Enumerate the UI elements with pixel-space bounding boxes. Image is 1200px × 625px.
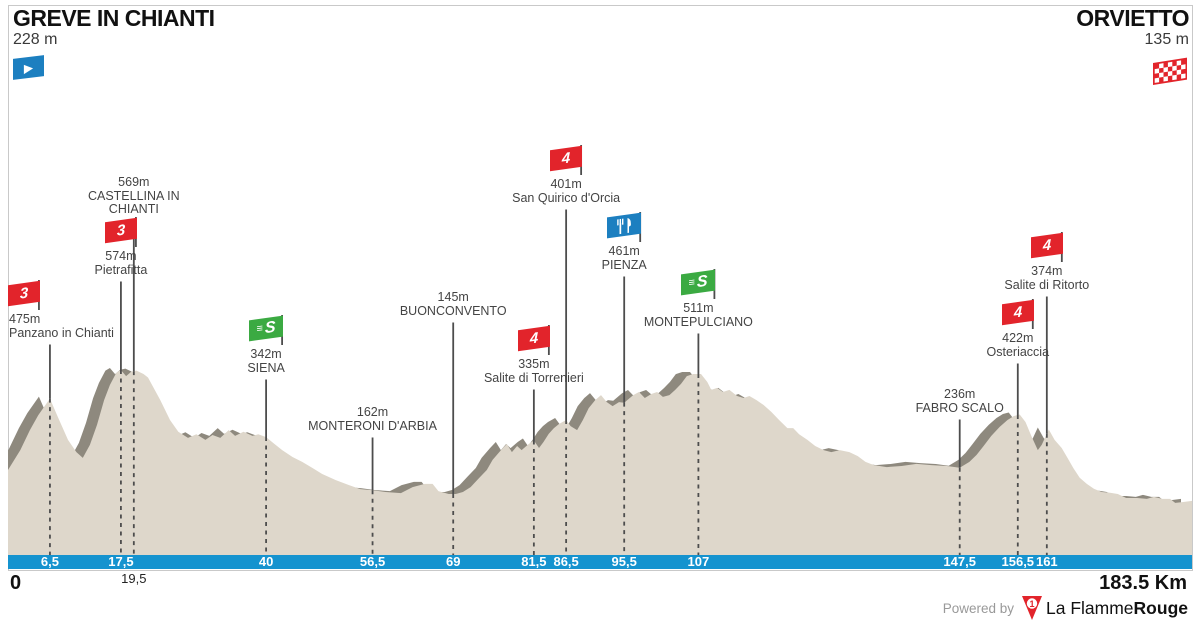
cat3-climb-flag-icon: 3 xyxy=(104,217,137,244)
marker-name: FABRO SCALO xyxy=(915,400,1004,415)
powered-by-label: Powered by xyxy=(942,600,1015,616)
logo-triangle-icon: 1 xyxy=(1022,596,1043,620)
finish-header: ORVIETTO 135 m xyxy=(1076,6,1189,90)
total-distance-label: 183.5 Km xyxy=(1096,572,1190,595)
marker-name: CASTELLINA IN xyxy=(87,188,180,203)
laflammerouge-logo: 1 La FlammeRouge xyxy=(1022,596,1188,620)
marker-name: PIENZA xyxy=(601,257,647,272)
cat4-marker-label: 374m Salite di Ritorto xyxy=(1004,264,1090,292)
marker-elevation: 569m xyxy=(118,175,150,189)
cat4-climb-flag-icon: 4 xyxy=(550,145,583,172)
marker-elevation: 461m xyxy=(608,244,640,258)
sprint-flag-icon: ≡ S xyxy=(249,315,284,342)
km-tick-label: 161 xyxy=(1035,554,1058,569)
km-tick-label: 86,5 xyxy=(553,554,579,569)
cat3-climb-flag-icon: 3 xyxy=(7,280,40,307)
marker-name: MONTERONI D'ARBIA xyxy=(308,418,437,433)
marker-name: Salite di Ritorto xyxy=(1004,277,1090,292)
cat4-climb-flag-icon: 4 xyxy=(1030,232,1063,259)
start-header: GREVE IN CHIANTI 228 m ▶ xyxy=(13,5,215,80)
km-zero-label: 0 xyxy=(10,572,22,594)
km-tick-label: 6,5 xyxy=(40,554,59,569)
km-tick-label: 17,5 xyxy=(108,554,134,569)
sprint-flag-icon: ≡ S xyxy=(681,269,716,296)
marker-name: San Quirico d'Orcia xyxy=(512,190,621,205)
sprint-marker-label: 511m MONTEPULCIANO xyxy=(643,301,753,329)
marker-name: SIENA xyxy=(247,360,285,375)
start-elevation: 228 m xyxy=(13,31,58,48)
km-tick-label: 95,5 xyxy=(611,554,637,569)
km-tick-label: 156,5 xyxy=(1001,554,1035,569)
marker-name: Salite di Torrenieri xyxy=(483,370,584,385)
town-marker-label: 162m MONTERONI D'ARBIA xyxy=(308,405,437,433)
profile-area xyxy=(8,370,1192,555)
marker-name: BUONCONVENTO xyxy=(399,303,507,318)
marker-elevation: 335m xyxy=(518,357,550,371)
marker-elevation: 401m xyxy=(550,177,582,191)
town-marker-label: 569m CASTELLINA IN CHIANTI xyxy=(87,175,180,217)
start-flag-icon: ▶ xyxy=(13,55,44,80)
start-city-title: GREVE IN CHIANTI xyxy=(13,5,215,31)
marker-elevation: 511m xyxy=(683,301,714,315)
finish-city-title: ORVIETTO xyxy=(1076,5,1189,31)
finish-flag-icon xyxy=(1153,57,1189,90)
sprint-marker-label: 342m SIENA xyxy=(247,347,285,375)
cat4-marker-label: 422m Osteriaccia xyxy=(986,331,1050,359)
cat4-climb-flag-icon: 4 xyxy=(517,325,550,352)
finish-elevation: 135 m xyxy=(1144,31,1189,48)
km-tick-label: 81,5 xyxy=(521,554,547,569)
cat4-marker-label: 335m Salite di Torrenieri xyxy=(483,357,584,385)
marker-elevation: 475m xyxy=(9,312,41,326)
km-tick-label: 69 xyxy=(445,554,461,569)
marker-elevation: 374m xyxy=(1031,264,1063,278)
km-axis-bar xyxy=(8,555,1192,569)
feed-marker-label: 461m PIENZA xyxy=(601,244,647,272)
marker-elevation: 236m xyxy=(944,387,976,401)
cat3-marker-label: 574m Pietrafitta xyxy=(94,249,148,277)
km-tick-label: 107 xyxy=(687,554,710,569)
town-marker-label: 236m FABRO SCALO xyxy=(915,387,1004,415)
marker-elevation: 422m xyxy=(1002,331,1034,345)
marker-name: MONTEPULCIANO xyxy=(643,314,753,329)
svg-text:1: 1 xyxy=(1030,599,1035,609)
cat4-marker-label: 401m San Quirico d'Orcia xyxy=(512,177,621,205)
km-tick-label: 19,5 xyxy=(121,571,147,586)
marker-name: Panzano in Chianti xyxy=(9,325,114,340)
marker-name: Pietrafitta xyxy=(94,262,148,277)
marker-elevation: 574m xyxy=(105,249,137,263)
town-marker-label: 145m BUONCONVENTO xyxy=(399,290,507,318)
marker-name: CHIANTI xyxy=(108,202,159,216)
marker-elevation: 145m xyxy=(437,290,469,304)
marker-name: Osteriaccia xyxy=(986,344,1050,359)
marker-elevation: 162m xyxy=(356,405,389,419)
marker-elevation: 342m xyxy=(250,347,282,361)
feed-zone-flag-icon xyxy=(607,212,642,239)
cat4-climb-flag-icon: 4 xyxy=(1001,299,1034,326)
km-tick-label: 147,5 xyxy=(943,554,976,569)
cat3-marker-label: 475m Panzano in Chianti xyxy=(9,312,114,340)
footer-branding: Powered by 1 La FlammeRouge xyxy=(943,596,1188,620)
km-tick-label: 56,5 xyxy=(359,554,386,569)
km-tick-label: 40 xyxy=(258,554,274,569)
